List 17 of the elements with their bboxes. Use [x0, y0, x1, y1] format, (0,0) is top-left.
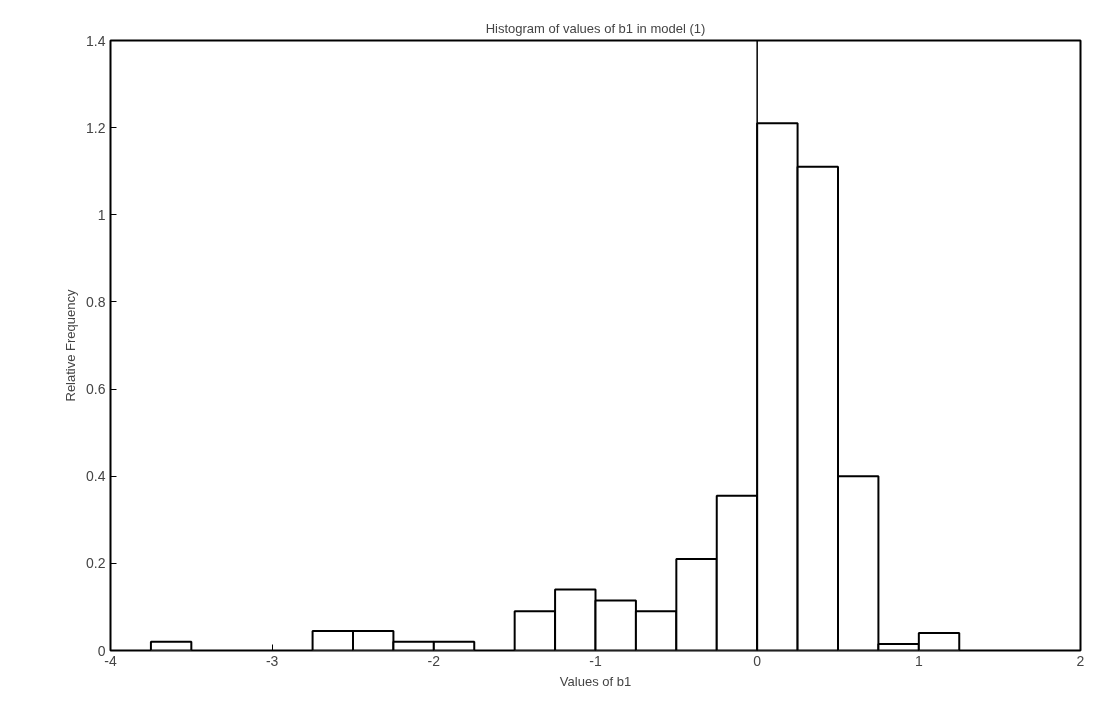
x-tick-label: 2 — [1076, 652, 1085, 669]
y-tick-label: 1.2 — [86, 119, 106, 136]
x-tick-label: -4 — [104, 652, 117, 669]
x-tick-label: -1 — [589, 652, 602, 669]
chart-title: Histogram of values of b1 in model (1) — [485, 20, 706, 36]
x-tick-label: 0 — [753, 652, 762, 669]
y-tick-label: 1.4 — [86, 32, 106, 49]
y-tick-label: 0.6 — [86, 381, 106, 398]
y-tick-label: 1 — [97, 206, 106, 223]
x-tick-label: -3 — [265, 652, 279, 669]
x-axis-title: Values of b1 — [559, 673, 632, 689]
x-tick-label: 1 — [914, 652, 923, 669]
y-tick-label: 0.4 — [86, 468, 106, 485]
y-tick-label: 0.2 — [86, 555, 106, 572]
x-tick-label: -2 — [427, 652, 441, 669]
y-tick-label: 0.8 — [86, 293, 106, 310]
y-axis-title: Relative Frequency — [63, 289, 79, 402]
